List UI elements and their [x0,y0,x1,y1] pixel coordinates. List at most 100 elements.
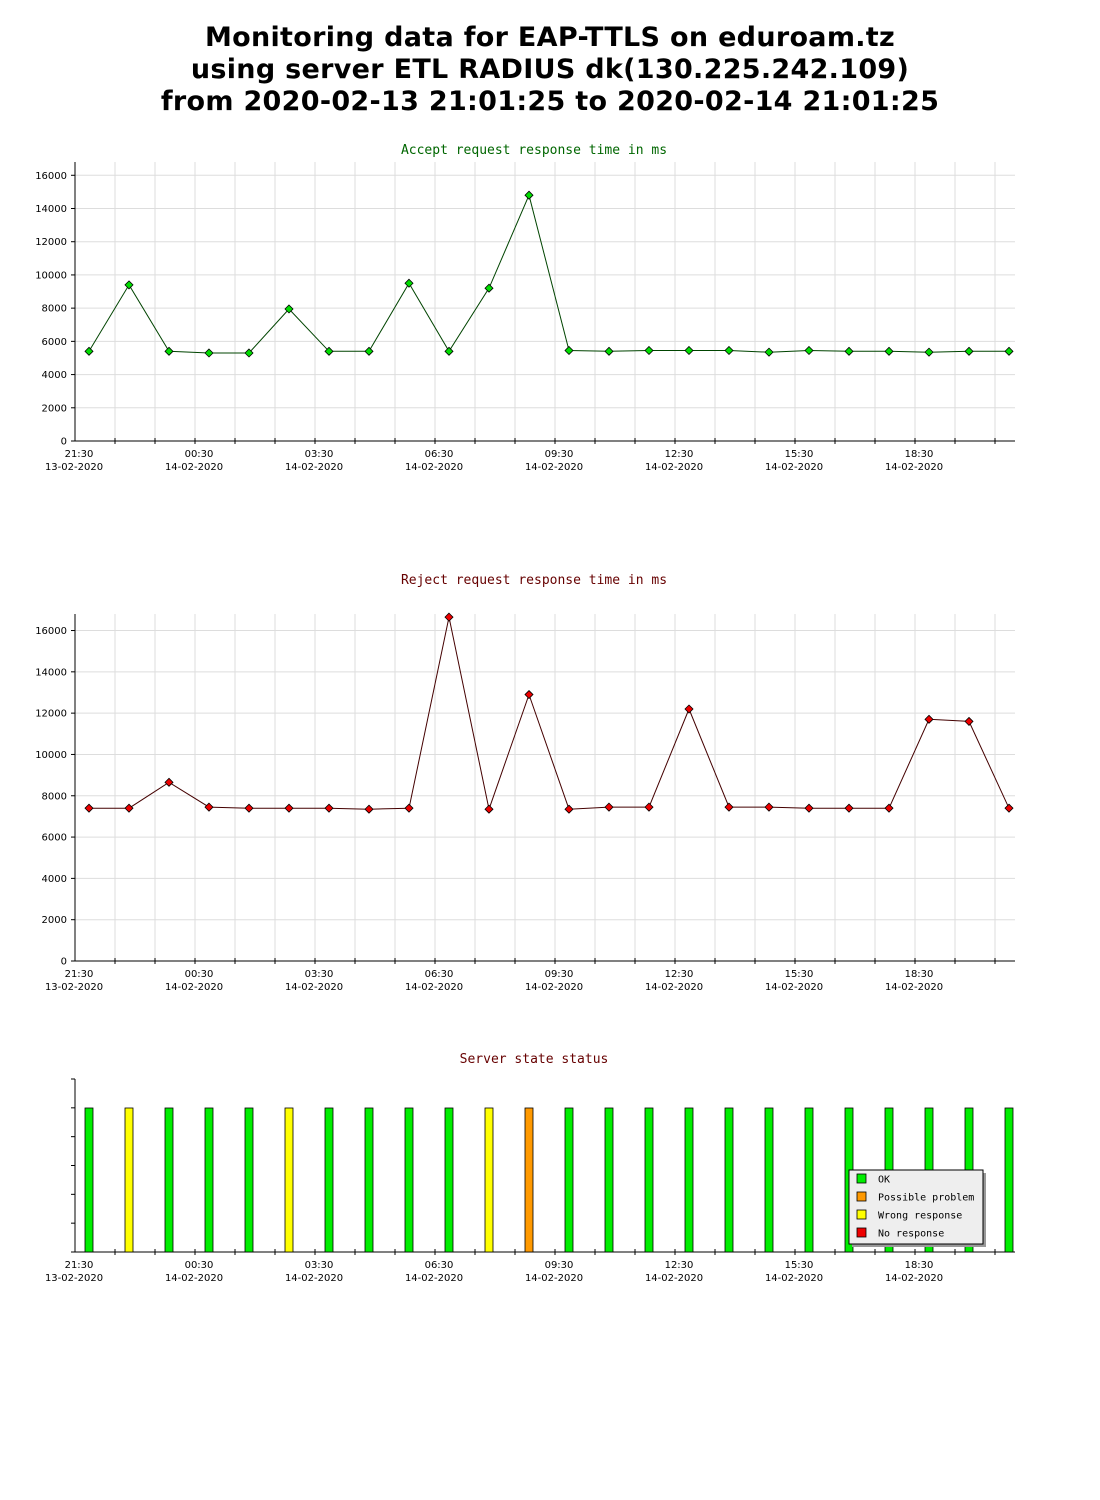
data-point [764,802,774,812]
y-tick-label: 10000 [35,270,67,281]
x-tick-time: 09:30 [545,969,574,980]
data-point [524,689,534,700]
status-bar [484,1107,494,1253]
legend-box [848,1169,984,1245]
status-bar [1004,1107,1014,1253]
x-tick-time: 00:30 [185,449,214,460]
x-tick-time: 09:30 [545,449,574,460]
x-tick-date: 14-02-2020 [165,1273,223,1284]
status-bar [84,1107,94,1253]
data-point [564,345,574,356]
data-point [964,346,974,356]
data-point [604,346,614,356]
legend-swatch [856,1191,867,1202]
status-bar [644,1107,654,1253]
data-point [244,348,254,358]
x-tick-time: 00:30 [185,1260,214,1271]
data-point [724,345,734,356]
y-tick-label: 12000 [35,237,67,248]
x-tick-date: 14-02-2020 [405,982,463,993]
x-tick-time: 12:30 [665,969,694,980]
y-tick-label: 14000 [35,667,67,678]
y-tick-label: 0 [61,437,67,448]
data-point [1004,346,1014,356]
y-tick-label: 6000 [42,833,67,844]
data-point [604,802,614,812]
data-point [284,803,294,813]
x-tick-time: 12:30 [665,449,694,460]
y-tick-label: 12000 [35,709,67,720]
x-tick-time: 18:30 [905,449,934,460]
x-tick-time: 15:30 [785,969,814,980]
title-line-3: from 2020-02-13 21:01:25 to 2020-02-14 2… [160,86,940,117]
series-line [88,193,1009,354]
status-bar [724,1107,734,1253]
x-tick-time: 06:30 [425,1260,454,1271]
legend-label: Possible problem [878,1193,974,1204]
status-bar [404,1107,414,1253]
status-bar [444,1107,454,1253]
status-bar [684,1107,694,1253]
y-tick-label: 16000 [35,171,67,182]
status-bar [764,1107,774,1253]
x-tick-date: 14-02-2020 [285,982,343,993]
x-tick-date: 14-02-2020 [165,462,223,473]
status-bar [284,1107,294,1253]
data-point [524,190,534,200]
y-tick-label: 8000 [42,791,67,802]
data-point [844,346,854,356]
x-tick-date: 14-02-2020 [525,982,583,993]
x-tick-time: 21:30 [65,449,94,460]
data-point [484,283,494,293]
status-bar [124,1107,134,1253]
y-tick-label: 14000 [35,204,67,215]
x-tick-date: 14-02-2020 [645,1273,703,1284]
status-bar [204,1107,214,1253]
data-point [924,714,934,724]
data-point [804,803,814,813]
data-point [284,304,294,314]
data-point [84,803,94,813]
x-tick-time: 06:30 [425,449,454,460]
title-line-2: using server ETL RADIUS dk(130.225.242.1… [190,54,910,85]
data-point [404,803,414,813]
data-point [364,346,374,356]
y-tick-label: 16000 [35,626,67,637]
y-tick-label: 10000 [35,750,67,761]
status-bar [364,1107,374,1253]
data-point [684,704,694,714]
legend-swatch [856,1173,867,1184]
x-tick-date: 14-02-2020 [645,982,703,993]
data-point [444,346,454,356]
y-tick-label: 8000 [42,304,67,315]
data-point [324,346,334,356]
data-point [404,278,414,288]
legend-swatch [856,1209,867,1220]
x-tick-time: 00:30 [185,969,214,980]
x-tick-time: 18:30 [905,969,934,980]
title-line-1: Monitoring data for EAP-TTLS on eduroam.… [204,22,896,53]
data-point [124,280,134,290]
data-point [444,612,454,622]
legend-label: No response [878,1229,944,1240]
y-tick-label: 6000 [42,337,67,348]
data-point [884,346,894,356]
chart-title: Reject request response time in ms [401,573,667,588]
data-point [164,346,174,356]
x-tick-date: 14-02-2020 [885,462,943,473]
x-tick-time: 21:30 [65,969,94,980]
data-point [804,345,814,356]
status-bar [604,1107,614,1253]
x-tick-time: 15:30 [785,1260,814,1271]
x-tick-date: 14-02-2020 [525,1273,583,1284]
x-tick-date: 13-02-2020 [45,462,103,473]
y-tick-label: 4000 [42,370,67,381]
x-tick-date: 14-02-2020 [285,462,343,473]
status-bar [804,1107,814,1253]
status-bar [164,1107,174,1253]
chart-title: Server state status [460,1052,609,1067]
x-tick-date: 13-02-2020 [45,1273,103,1284]
y-tick-label: 2000 [42,915,67,926]
x-tick-time: 06:30 [425,969,454,980]
